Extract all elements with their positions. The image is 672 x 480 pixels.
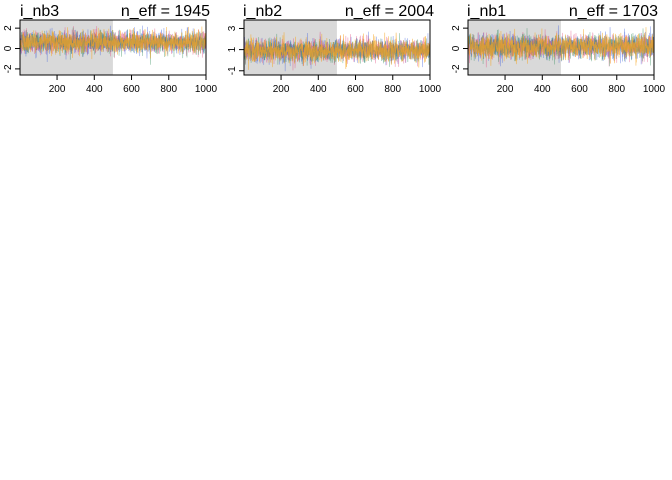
y-tick-label: -1 <box>227 66 238 75</box>
trace-panel-i-nb1: i_nb1 n_eff = 1703 200 400 600 800 1000 -2 0 2 <box>451 3 666 95</box>
y-tick-label: -2 <box>451 64 462 73</box>
y-tick-label: 1 <box>227 46 238 52</box>
panel-title: i_nb3 <box>20 3 59 20</box>
panel-title: i_nb2 <box>243 3 282 20</box>
x-tick-label: 800 <box>160 84 177 95</box>
chain-4-trace <box>244 32 430 70</box>
chain-traces <box>20 25 206 65</box>
n-eff-label: n_eff = 1703 <box>569 3 658 20</box>
y-tick-label: 0 <box>3 45 14 51</box>
y-tick-label: -2 <box>3 64 14 73</box>
y-tick-label: 0 <box>451 45 462 51</box>
x-tick-label: 600 <box>123 84 140 95</box>
plot-frame <box>467 19 655 76</box>
plot-frame <box>19 19 207 76</box>
chain-4-trace <box>20 26 206 60</box>
x-tick-label: 400 <box>310 84 327 95</box>
y-tick-label: 2 <box>451 25 462 31</box>
n-eff-label: n_eff = 1945 <box>121 3 210 20</box>
x-tick-label: 200 <box>497 84 514 95</box>
panel-title: i_nb1 <box>467 3 506 20</box>
x-tick-label: 1000 <box>195 84 218 95</box>
y-tick-label: 3 <box>227 25 238 31</box>
x-tick-label: 200 <box>49 84 66 95</box>
trace-panel-i-nb2: i_nb2 n_eff = 2004 200 400 600 800 1000 -1 1 3 <box>227 3 442 95</box>
plot-frame <box>243 19 431 76</box>
x-tick-label: 400 <box>86 84 103 95</box>
x-tick-label: 600 <box>571 84 588 95</box>
n-eff-label: n_eff = 2004 <box>345 3 434 20</box>
chain-4-trace <box>468 27 654 66</box>
chain-traces <box>468 25 654 68</box>
y-tick-label: 2 <box>3 25 14 31</box>
x-tick-label: 200 <box>273 84 290 95</box>
x-tick-label: 800 <box>384 84 401 95</box>
x-tick-label: 400 <box>534 84 551 95</box>
x-tick-label: 1000 <box>419 84 442 95</box>
x-tick-label: 800 <box>608 84 625 95</box>
x-tick-label: 1000 <box>643 84 666 95</box>
trace-panel-i-nb3: i_nb3 n_eff = 1945 200 400 600 800 1000 -2 0 2 <box>3 3 218 95</box>
x-tick-label: 600 <box>347 84 364 95</box>
chain-traces <box>244 31 430 72</box>
